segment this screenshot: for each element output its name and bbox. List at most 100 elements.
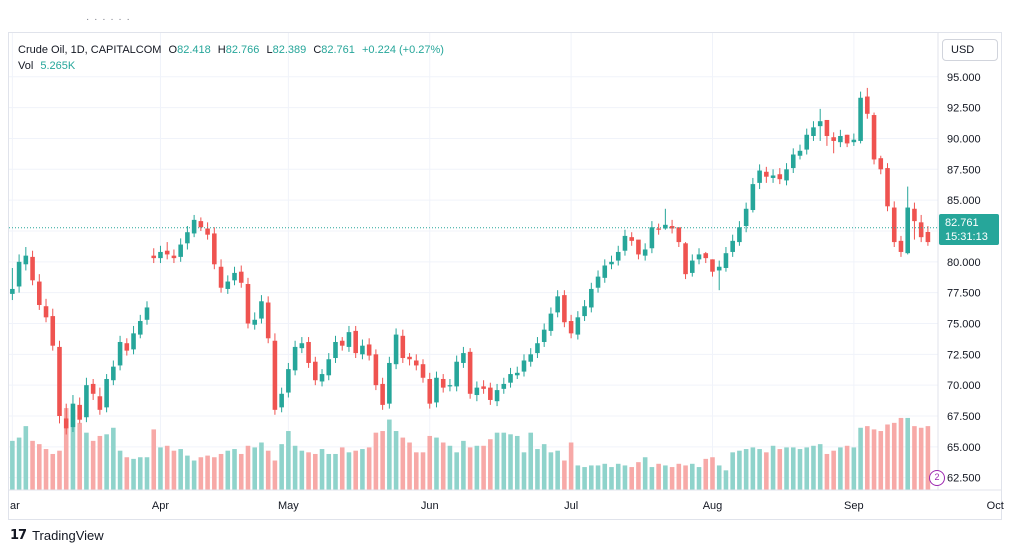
candle-body: [387, 362, 392, 404]
candle-body: [50, 316, 56, 346]
candle-body: [171, 255, 177, 259]
candle-body: [582, 306, 587, 317]
x-tick-label: Apr: [152, 500, 169, 512]
tradingview-brand[interactable]: 17 TradingView: [10, 528, 104, 543]
volume-bar: [514, 435, 520, 490]
volume-bar: [185, 455, 190, 490]
candle-body: [427, 378, 433, 404]
x-tick-label: Aug: [703, 500, 723, 512]
volume-bar: [387, 419, 392, 490]
volume-bar: [299, 450, 305, 490]
volume-bar: [23, 426, 29, 490]
candle-body: [501, 383, 507, 389]
volume-bar: [790, 447, 796, 490]
candle-body: [568, 321, 574, 334]
candle-body: [838, 136, 843, 143]
candle-body: [878, 158, 884, 170]
volume-bar: [508, 434, 513, 490]
candle-body: [811, 127, 816, 137]
volume-bar: [737, 450, 742, 490]
volume-bar: [562, 460, 567, 490]
volume-bar: [43, 449, 49, 490]
volume-bar: [871, 429, 877, 490]
candle-body: [689, 260, 695, 273]
candle-body: [703, 253, 709, 259]
candle-body: [663, 224, 668, 229]
candle-body: [104, 378, 109, 408]
volume-bar: [346, 452, 352, 490]
candle-body: [299, 343, 305, 349]
volume-bar: [844, 445, 850, 490]
candle-body: [488, 387, 493, 400]
candle-body: [440, 378, 446, 388]
volume-bar: [77, 422, 82, 490]
candle-body: [360, 345, 365, 355]
x-tick-label: Sep: [844, 500, 864, 512]
chart-legend: Crude Oil, 1D, CAPITALCOM O82.418 H82.76…: [18, 42, 444, 74]
volume-bar: [494, 432, 500, 490]
volume-bar: [30, 440, 35, 490]
volume-bar: [683, 465, 688, 490]
symbol-title[interactable]: Crude Oil, 1D, CAPITALCOM: [18, 44, 162, 56]
volume-bar: [50, 453, 56, 490]
volume-bar: [501, 432, 507, 490]
brand-name: TradingView: [32, 528, 104, 543]
candle-body: [407, 356, 412, 360]
candle-body: [252, 319, 258, 325]
volume-bar: [804, 447, 810, 490]
volume-bar: [164, 445, 170, 490]
candle-body: [366, 344, 372, 356]
volume-bar: [582, 467, 587, 490]
volume-bar: [205, 455, 210, 490]
volume-label[interactable]: Vol: [18, 60, 34, 72]
chart-frame: [8, 32, 1002, 520]
volume-bar: [777, 449, 783, 490]
volume-bar: [696, 467, 702, 490]
candle-body: [393, 334, 399, 365]
candle-body: [851, 139, 857, 143]
low-value: 82.389: [272, 44, 307, 56]
volume-bar: [326, 453, 332, 490]
volume-bar: [689, 463, 695, 490]
candle-body: [124, 343, 130, 351]
y-tick-label: 65.000: [947, 442, 981, 454]
volume-bar: [784, 447, 789, 490]
candle-body: [844, 134, 850, 144]
volume-bar: [198, 457, 204, 490]
scroll-to-realtime-button[interactable]: 2: [929, 470, 945, 486]
candle-body: [447, 385, 453, 387]
candle-body: [373, 354, 379, 386]
candle-body: [649, 227, 655, 249]
candle-body: [508, 374, 513, 383]
x-tick-label: ar: [10, 500, 20, 512]
volume-bar: [461, 440, 466, 490]
candle-body: [400, 335, 406, 359]
candle-body: [319, 374, 325, 382]
candle-body: [918, 222, 924, 238]
candle-body: [306, 341, 311, 363]
volume-bar: [366, 447, 372, 490]
candlestick-chart[interactable]: 95.00092.50090.00087.50085.00082.50080.0…: [0, 0, 1012, 520]
candle-body: [521, 360, 527, 372]
volume-bar: [548, 452, 554, 490]
volume-bar: [286, 431, 291, 490]
volume-bar: [595, 465, 601, 490]
volume-bar: [218, 453, 224, 490]
volume-bar: [656, 463, 661, 490]
candle-body: [891, 207, 897, 243]
volume-bar: [743, 449, 749, 490]
y-tick-label: 80.000: [947, 257, 981, 269]
plot-area: [9, 33, 938, 490]
candle-body: [905, 207, 910, 254]
volume-bar: [649, 467, 655, 490]
volume-bar: [797, 449, 803, 490]
currency-button[interactable]: USD: [942, 39, 998, 61]
volume-bar: [642, 457, 648, 490]
candle-body: [676, 227, 682, 243]
candle-body: [595, 276, 601, 288]
y-tick-label: 70.000: [947, 380, 981, 392]
volume-bar: [440, 442, 446, 490]
candle-body: [757, 170, 762, 183]
volume-bar: [528, 432, 534, 490]
candle-body: [198, 221, 204, 228]
